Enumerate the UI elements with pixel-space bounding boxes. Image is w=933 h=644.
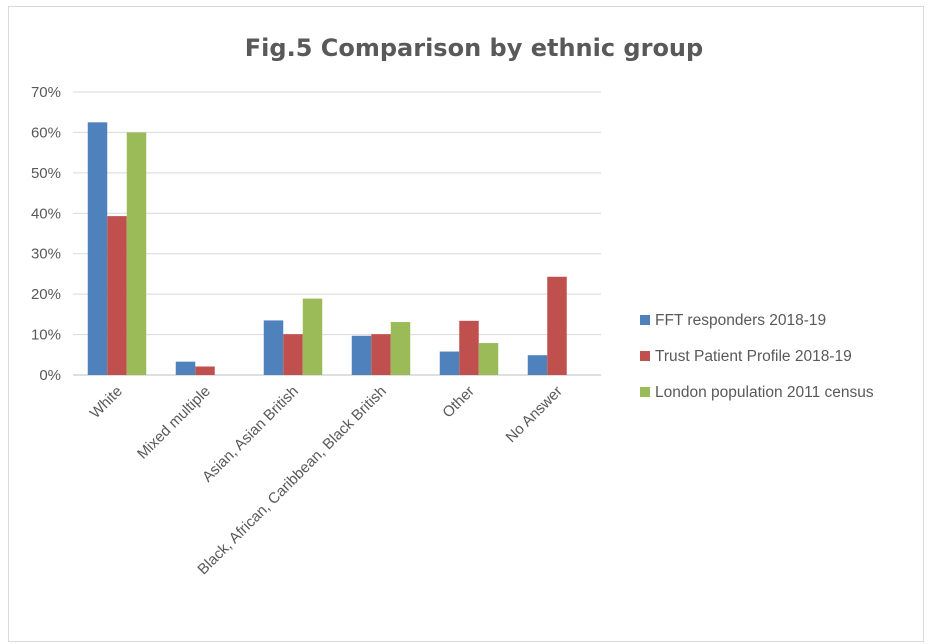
bar [126, 132, 147, 375]
legend: FFT responders 2018-19 Trust Patient Prof… [640, 312, 874, 401]
bar [527, 355, 548, 375]
y-tick-label: 60% [31, 124, 61, 141]
category-label: Mixed multiple [134, 383, 214, 463]
bar [390, 322, 411, 375]
bar [107, 216, 127, 375]
gridlines [73, 91, 601, 376]
bar [459, 320, 479, 375]
y-tick-label: 10% [31, 327, 61, 344]
chart-title: Fig.5 Comparison by ethnic group [245, 34, 703, 62]
bar [263, 320, 284, 375]
bar [283, 334, 303, 375]
bar [302, 298, 323, 375]
category-label: White [87, 383, 126, 422]
y-tick-label: 0% [39, 367, 61, 384]
bar [547, 276, 567, 375]
category-label: Asian, Asian British [199, 383, 302, 486]
legend-label: FFT responders 2018-19 [655, 312, 826, 329]
y-tick-label: 30% [31, 246, 61, 263]
legend-label: Trust Patient Profile 2018-19 [655, 348, 852, 365]
legend-swatch [640, 351, 650, 361]
y-tick-label: 70% [31, 84, 61, 101]
category-label: Other [439, 383, 478, 422]
bar [439, 351, 460, 375]
y-axis-ticks: 0% 10% 20% 30% 40% 50% 60% 70% [31, 84, 61, 384]
bars [87, 122, 567, 375]
y-tick-label: 40% [31, 205, 61, 222]
y-tick-label: 50% [31, 165, 61, 182]
legend-swatch [640, 315, 650, 325]
y-tick-label: 20% [31, 286, 61, 303]
bar [175, 361, 196, 375]
bar [351, 335, 372, 375]
legend-swatch [640, 387, 650, 397]
bar [371, 334, 391, 375]
category-label: Black, African, Caribbean, Black British [194, 383, 389, 578]
category-label: No Answer [503, 383, 566, 446]
bar [87, 122, 108, 375]
bar [478, 343, 499, 375]
legend-label: London population 2011 census [655, 384, 874, 401]
bar [195, 366, 215, 375]
